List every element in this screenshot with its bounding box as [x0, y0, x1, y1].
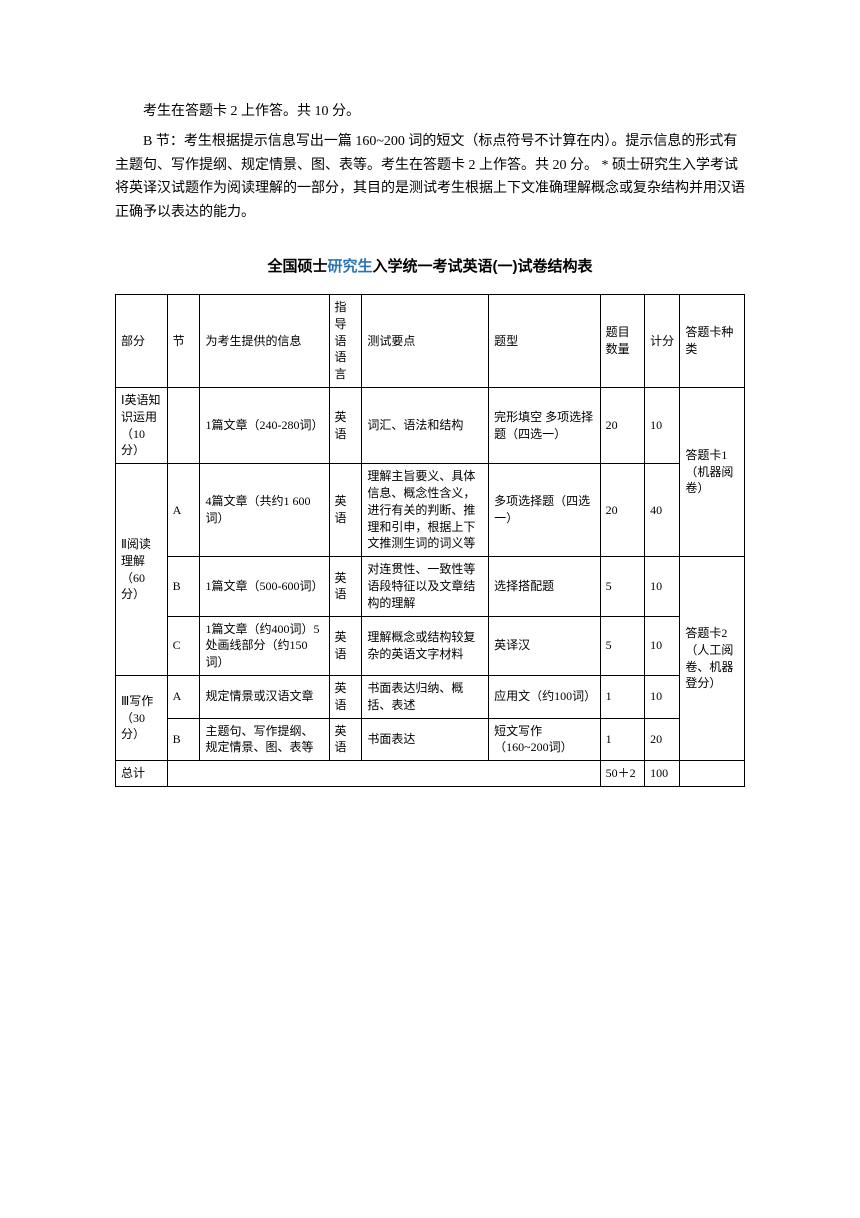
- cell-points: 理解概念或结构较复杂的英语文字材料: [362, 616, 489, 675]
- header-card: 答题卡种类: [680, 294, 745, 387]
- cell-lang: 英语: [329, 464, 362, 557]
- cell-total-card: [680, 761, 745, 787]
- structure-table: 部分 节 为考生提供的信息 指导语语言 测试要点 题型 题目数量 计分 答题卡种…: [115, 294, 745, 787]
- cell-section: B: [167, 718, 200, 761]
- cell-points: 理解主旨要义、具体信息、概念性含义，进行有关的判断、推理和引申，根据上下文推测生…: [362, 464, 489, 557]
- header-part: 部分: [116, 294, 168, 387]
- title-suffix: 入学统一考试英语(一)试卷结构表: [373, 258, 593, 275]
- header-count: 题目数量: [600, 294, 645, 387]
- table-row: C 1篇文章（约400词）5处画线部分（约150词） 英语 理解概念或结构较复杂…: [116, 616, 745, 675]
- table-row: B 1篇文章（500-600词） 英语 对连贯性、一致性等语段特征以及文章结构的…: [116, 557, 745, 616]
- cell-total-blank: [167, 761, 600, 787]
- cell-card: 答题卡2（人工阅卷、机器登分）: [680, 557, 745, 761]
- cell-score: 10: [645, 387, 680, 463]
- cell-type: 应用文（约100词）: [489, 675, 600, 718]
- table-header: 部分 节 为考生提供的信息 指导语语言 测试要点 题型 题目数量 计分 答题卡种…: [116, 294, 745, 387]
- cell-section: [167, 387, 200, 463]
- cell-info: 4篇文章（共约1 600词）: [200, 464, 329, 557]
- cell-score: 20: [645, 718, 680, 761]
- cell-total-count: 50＋2: [600, 761, 645, 787]
- table-row: Ⅰ英语知识运用（10分） 1篇文章（240-280词） 英语 词汇、语法和结构 …: [116, 387, 745, 463]
- paragraph-1: 考生在答题卡 2 上作答。共 10 分。: [115, 100, 745, 124]
- cell-score: 10: [645, 675, 680, 718]
- cell-info: 规定情景或汉语文章: [200, 675, 329, 718]
- cell-lang: 英语: [329, 718, 362, 761]
- cell-type: 多项选择题（四选一）: [489, 464, 600, 557]
- cell-info: 1篇文章（240-280词）: [200, 387, 329, 463]
- cell-lang: 英语: [329, 616, 362, 675]
- cell-type: 英译汉: [489, 616, 600, 675]
- cell-part: Ⅲ写作（30分）: [116, 675, 168, 760]
- header-type: 题型: [489, 294, 600, 387]
- title-prefix: 全国硕士: [267, 258, 327, 275]
- cell-section: A: [167, 464, 200, 557]
- header-info: 为考生提供的信息: [200, 294, 329, 387]
- cell-points: 书面表达归纳、概括、表述: [362, 675, 489, 718]
- cell-count: 1: [600, 675, 645, 718]
- cell-count: 20: [600, 387, 645, 463]
- cell-score: 10: [645, 616, 680, 675]
- cell-info: 主题句、写作提纲、规定情景、图、表等: [200, 718, 329, 761]
- cell-score: 10: [645, 557, 680, 616]
- cell-type: 短文写作（160~200词）: [489, 718, 600, 761]
- table-row: Ⅱ阅读理解（60分） A 4篇文章（共约1 600词） 英语 理解主旨要义、具体…: [116, 464, 745, 557]
- cell-count: 5: [600, 616, 645, 675]
- header-score: 计分: [645, 294, 680, 387]
- header-lang: 指导语语言: [329, 294, 362, 387]
- cell-total-label: 总计: [116, 761, 168, 787]
- cell-points: 对连贯性、一致性等语段特征以及文章结构的理解: [362, 557, 489, 616]
- header-points: 测试要点: [362, 294, 489, 387]
- table-title: 全国硕士研究生入学统一考试英语(一)试卷结构表: [115, 255, 745, 276]
- cell-info: 1篇文章（约400词）5处画线部分（约150词）: [200, 616, 329, 675]
- paragraph-2: B 节：考生根据提示信息写出一篇 160~200 词的短文（标点符号不计算在内）…: [115, 130, 745, 225]
- cell-total-score: 100: [645, 761, 680, 787]
- cell-points: 词汇、语法和结构: [362, 387, 489, 463]
- cell-lang: 英语: [329, 387, 362, 463]
- cell-part: Ⅰ英语知识运用（10分）: [116, 387, 168, 463]
- cell-lang: 英语: [329, 557, 362, 616]
- cell-section: B: [167, 557, 200, 616]
- header-section: 节: [167, 294, 200, 387]
- cell-score: 40: [645, 464, 680, 557]
- cell-lang: 英语: [329, 675, 362, 718]
- cell-card: 答题卡1（机器阅卷）: [680, 387, 745, 556]
- cell-count: 20: [600, 464, 645, 557]
- cell-type: 完形填空 多项选择题（四选一）: [489, 387, 600, 463]
- cell-count: 1: [600, 718, 645, 761]
- cell-points: 书面表达: [362, 718, 489, 761]
- table-row: Ⅲ写作（30分） A 规定情景或汉语文章 英语 书面表达归纳、概括、表述 应用文…: [116, 675, 745, 718]
- table-row-total: 总计 50＋2 100: [116, 761, 745, 787]
- cell-info: 1篇文章（500-600词）: [200, 557, 329, 616]
- title-highlight: 研究生: [328, 258, 373, 275]
- table-row: B 主题句、写作提纲、规定情景、图、表等 英语 书面表达 短文写作（160~20…: [116, 718, 745, 761]
- cell-section: C: [167, 616, 200, 675]
- cell-part: Ⅱ阅读理解（60分）: [116, 464, 168, 676]
- cell-type: 选择搭配题: [489, 557, 600, 616]
- cell-section: A: [167, 675, 200, 718]
- cell-count: 5: [600, 557, 645, 616]
